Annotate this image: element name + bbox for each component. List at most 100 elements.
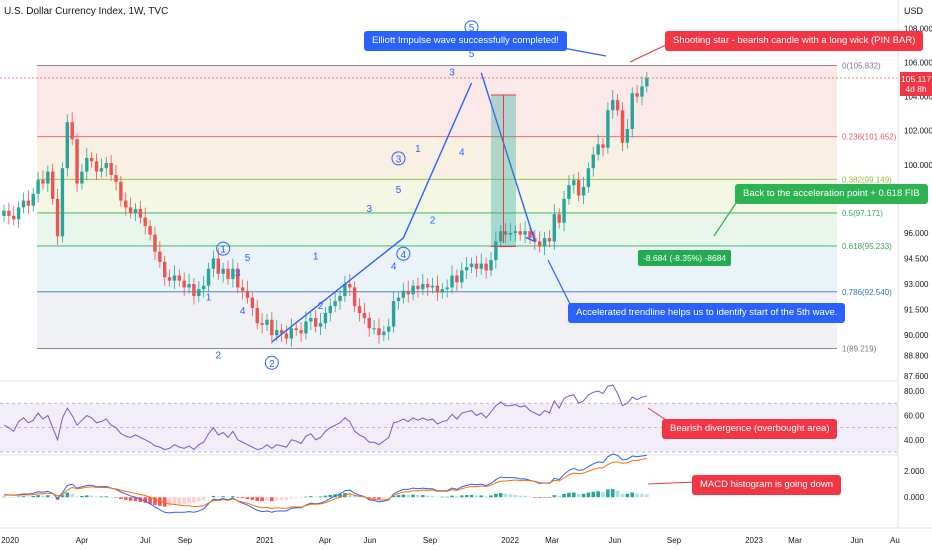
candle-body [148, 226, 152, 235]
macd-histogram-bar [435, 496, 440, 498]
candle-body [416, 285, 420, 290]
macd-histogram-bar [440, 496, 445, 498]
candle-body [55, 198, 60, 237]
candle-body [172, 275, 177, 281]
price-tick-label: 94.500 [904, 254, 929, 263]
macd-tick-label: 0.000 [904, 493, 925, 502]
wave-label: 3 [449, 68, 455, 79]
fib-label: 0.5(97.171) [842, 209, 883, 218]
macd-histogram-bar [601, 492, 605, 498]
macd-histogram-bar [80, 495, 84, 498]
macd-histogram-bar [533, 497, 537, 498]
time-tick-label: Au [890, 536, 900, 545]
trendline-callout[interactable]: Accelerated trendline helps us to identi… [568, 303, 846, 323]
candle-body [60, 168, 65, 237]
candle-body [367, 318, 371, 329]
macd-histogram-bar [265, 497, 269, 501]
candle-body [542, 238, 547, 247]
time-tick-label: Jun [851, 536, 864, 545]
macd-histogram-bar [162, 497, 167, 507]
fib-zone [37, 65, 837, 137]
macd-histogram-bar [26, 496, 31, 498]
macd-histogram-bar [289, 497, 294, 499]
candle-body [518, 231, 522, 235]
candle-body [89, 157, 94, 162]
macd-histogram-bar [464, 495, 469, 498]
candle-body [435, 285, 440, 293]
macd-histogram-bar [270, 497, 274, 502]
candle-body [601, 144, 605, 148]
elliott-callout[interactable]: Elliott Impulse wave successfully comple… [364, 31, 567, 51]
candle-body [318, 323, 323, 327]
candle-body [163, 261, 167, 278]
candle-body [119, 181, 123, 201]
shooting-star-pointer [629, 43, 669, 63]
candle-body [508, 232, 513, 235]
candle-body [313, 318, 318, 327]
shooting-star-callout[interactable]: Shooting star - bearish candle with a lo… [665, 31, 924, 51]
price-tick-label: 91.500 [904, 306, 929, 315]
wave-circle [391, 151, 406, 166]
candle-body [567, 185, 571, 199]
macd-histogram-bar [367, 497, 372, 499]
wave-label: 5 [396, 185, 402, 196]
candle-body [596, 144, 600, 155]
macd-histogram-bar [235, 497, 240, 498]
macd-histogram-bar [508, 494, 513, 498]
candle-body [216, 258, 220, 274]
macd-histogram-bar [479, 495, 484, 498]
macd-histogram-bar [547, 497, 552, 498]
macd-histogram-bar [172, 497, 177, 506]
candle-body [513, 231, 518, 233]
candle-body [547, 238, 552, 242]
candle-body [455, 275, 459, 283]
divergence-callout[interactable]: Bearish divergence (overbought area) [662, 419, 838, 439]
macd-histogram-bar [211, 495, 216, 498]
price-tick-label: 102.000 [904, 127, 932, 136]
candle-body [46, 171, 50, 184]
candle-body [304, 321, 308, 334]
wave-label: 2 [318, 301, 324, 312]
fib-label: 0(105.832) [842, 61, 881, 70]
macd-histogram-bar [182, 497, 186, 504]
macd-histogram-bar [94, 496, 99, 498]
macd-histogram-bar [347, 493, 352, 498]
time-tick-label: Mar [545, 536, 559, 545]
candle-body [192, 284, 196, 296]
macd-histogram-bar [430, 495, 435, 498]
macd-histogram-bar [571, 492, 576, 498]
chart-title: U.S. Dollar Currency Index, 1W, TVC [4, 6, 169, 17]
candle-body [294, 328, 298, 331]
fib-label: 0.236(101.652) [842, 133, 897, 142]
candle-body [528, 231, 532, 239]
macd-histogram-bar [552, 495, 557, 498]
macd-callout[interactable]: MACD histogram is going down [692, 475, 842, 495]
macd-histogram-bar [576, 494, 581, 498]
macd-histogram-bar [75, 496, 79, 498]
candle-body [94, 161, 99, 172]
price-tick-label: 88.800 [904, 352, 929, 361]
macd-histogram-bar [401, 494, 406, 498]
macd-histogram-bar [216, 496, 221, 498]
wave-label: 2 [215, 350, 221, 361]
macd-histogram-bar [562, 493, 566, 498]
candle-body [289, 328, 294, 339]
wave-label: 5 [469, 49, 475, 60]
wave-label: 3 [235, 269, 241, 280]
macd-histogram-bar [65, 492, 70, 498]
wave-circle [396, 246, 411, 261]
candle-body [586, 168, 591, 187]
candle-body [265, 319, 269, 325]
macd-histogram-bar [187, 497, 191, 504]
macd-histogram-bar [489, 495, 493, 498]
candle-body [31, 193, 35, 206]
candle-body [70, 122, 74, 140]
candle-body [591, 154, 595, 169]
candle-body [221, 268, 225, 274]
fib-target-callout[interactable]: Back to the acceleration point + 0.618 F… [735, 184, 928, 204]
candle-body [240, 287, 245, 291]
macd-histogram-bar [372, 497, 376, 499]
candle-body [177, 275, 182, 281]
candle-body [201, 285, 206, 290]
fib-levels: 0(105.832) 0.236(101.652) 0.382(99.149) 0.5… [37, 61, 897, 353]
